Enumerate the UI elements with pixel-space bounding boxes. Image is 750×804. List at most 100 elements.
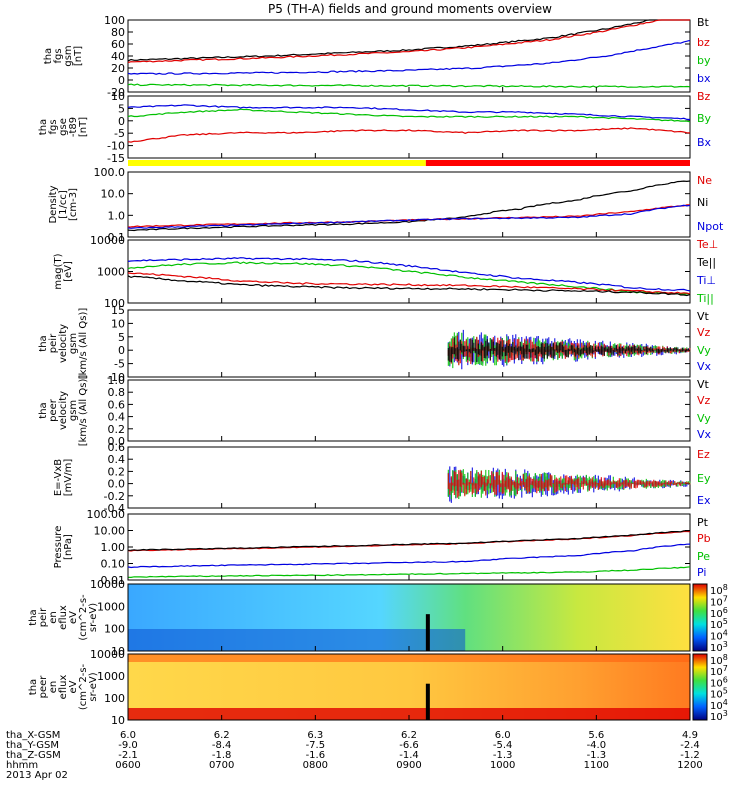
data-gap [425,614,430,651]
x-tick-label: 6.0 [120,730,136,741]
panel-10 [127,653,708,721]
y-tick-label: 1000 [97,600,125,613]
legend-entry: Ti⊥ [696,274,716,287]
x-tick-label: -2.4 [680,740,700,751]
status-bar-yellow [128,160,426,166]
panel-3 [127,171,691,238]
panel-1 [127,19,691,93]
x-axis-row-label: hhmm [6,760,38,771]
y-axis-label: gsm [68,333,79,354]
y-axis-label: [nPa] [63,534,74,560]
y-axis-label: [mV/m] [63,459,74,497]
y-tick-label: 0 [118,344,125,357]
y-tick-label: 0.10 [101,558,126,571]
legend-entry: Bx [697,136,712,149]
y-axis-label: fgs [48,119,59,134]
legend-entry: By [697,112,712,125]
legend-entry: Ex [697,494,711,507]
x-tick-label: -2.1 [118,750,138,761]
series-line-Ti⊥ [127,257,691,292]
y-axis-label: (cm^2-s- [78,594,89,641]
y-tick-label: -5 [114,127,125,140]
series-line-Bz [127,127,691,143]
x-tick-label: -7.5 [306,740,326,751]
y-axis-label: peer [38,675,49,699]
x-tick-label: 5.6 [588,730,604,741]
y-axis-label: gsm [68,400,79,421]
y-axis-label: tha [38,335,49,351]
x-axis-row-label: tha_Z-GSM [6,750,61,761]
x-tick-label: -4.0 [587,740,607,751]
series-line-by [127,83,691,88]
y-tick-label: 100 [104,623,125,636]
x-tick-label: 0600 [115,760,140,771]
x-tick-label: 0900 [396,760,421,771]
y-axis-label: [km/s (All Qs)] [78,375,89,447]
panel-9 [127,583,708,652]
series-line-Npot [127,204,691,229]
y-tick-label: 10 [111,714,125,727]
legend-entry: bx [697,72,711,85]
series-line-Bx [127,104,691,121]
x-tick-label: -1.3 [493,750,513,761]
status-bar-red [425,160,690,166]
y-axis-label: peer [48,398,59,422]
series-line-Ti|| [127,261,691,295]
y-tick-label: 5 [118,331,125,344]
colorbar-label: 103 [710,709,728,723]
legend-entry: by [697,54,711,67]
y-axis-label: tha [28,609,39,625]
y-axis-label: eflux [58,675,69,700]
y-axis-label: [eV] [63,261,74,282]
y-tick-label: 0.1 [108,231,126,244]
legend-entry: bz [697,36,710,49]
y-axis-label: tha [28,679,39,695]
x-tick-label: 6.3 [307,730,323,741]
y-tick-label: -0.2 [104,490,125,503]
y-tick-label: 10 [111,90,125,103]
colorbar [692,583,708,652]
legend-entry: Pe [697,550,710,563]
heatmap-topband [128,654,690,662]
y-axis-label: velocity [58,324,69,363]
legend-entry: Npot [697,220,724,233]
legend-entry: Vy [697,344,711,357]
colorbar [692,653,708,721]
legend-entry: Te⊥ [696,238,718,251]
x-axis-row-label: tha_Y-GSM [6,740,59,751]
x-tick-label: -1.6 [306,750,326,761]
y-axis-label: fgs [53,48,64,63]
legend-entry: Pi [697,566,706,579]
y-tick-label: 60 [111,38,125,51]
series-line-bx [127,39,691,75]
x-tick-label: 1200 [677,760,702,771]
plot-title: P5 (TH-A) fields and ground moments over… [268,2,552,16]
panel-5 [127,309,691,378]
panel-6 [127,379,691,442]
legend-entry: Ne [697,174,712,187]
x-axis-row-label: tha_X-GSM [6,730,60,741]
legend-entry: Ti|| [696,292,714,305]
panel-frame [127,95,691,159]
legend-entry: Pt [697,516,709,529]
y-axis-label: eV [68,680,79,693]
x-tick-label: -5.4 [493,740,513,751]
y-tick-label: -5 [114,358,125,371]
x-tick-label: -1.8 [212,750,232,761]
x-tick-label: 4.9 [682,730,698,741]
legend-entry: Ni [697,196,708,209]
y-tick-label: 5 [118,102,125,115]
heatmap-lowband [128,708,690,720]
y-axis-label: eflux [58,605,69,630]
y-axis-label: mag(T) [53,253,64,289]
panel-2 [127,95,691,159]
y-axis-label: peir [38,607,49,627]
y-axis-label: Density [48,185,59,223]
x-tick-label: 0800 [303,760,328,771]
panel-7 [127,446,691,509]
y-tick-label: 1.0 [108,209,126,222]
y-axis-label: gsm [63,45,74,66]
y-tick-label: 100 [104,297,125,310]
